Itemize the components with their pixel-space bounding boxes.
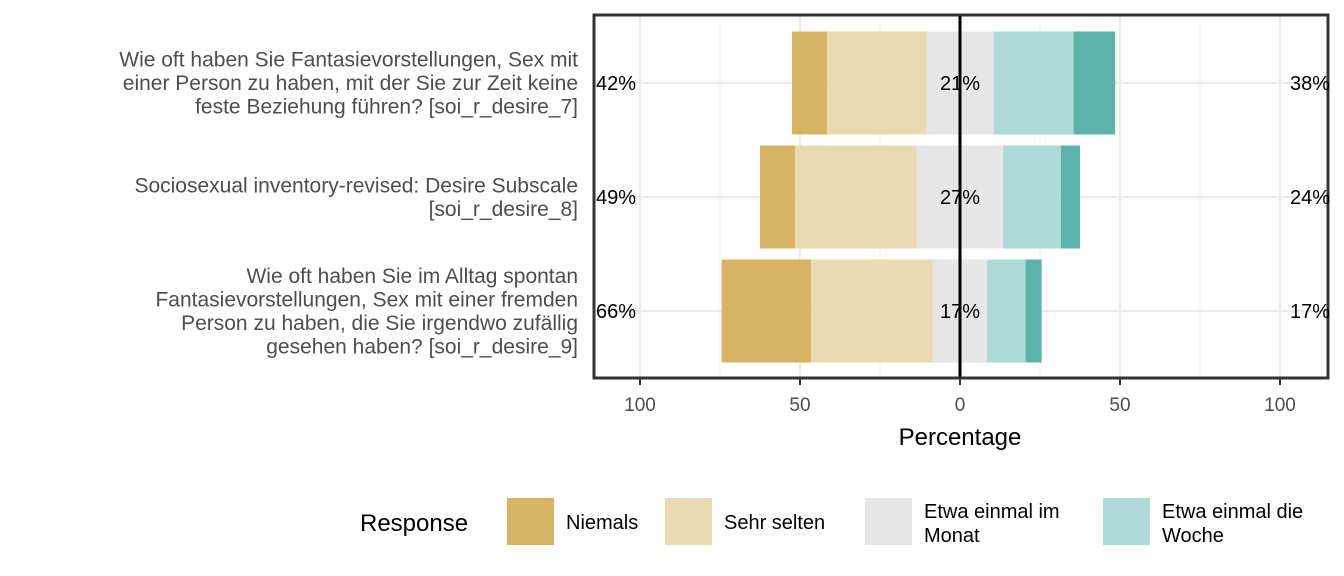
bar-labels: 42% 21% 38% 49% 27% 24% 66% 17% 17% [596, 73, 1330, 323]
legend-label: Sehr selten [724, 512, 825, 534]
bar-segment [1025, 259, 1042, 363]
left-total-label: 42% [596, 73, 636, 95]
bar-segment [1073, 31, 1116, 135]
left-total-label: 66% [596, 301, 636, 323]
legend-title: Response [360, 510, 468, 537]
x-tick-label: 50 [1109, 395, 1130, 416]
center-label: 27% [940, 187, 980, 209]
bars [592, 13, 1330, 380]
bar-segment [1003, 145, 1061, 249]
bar-segment [811, 259, 933, 363]
y-axis-labels: Wie oft haben Sie Fantasievorstellungen,… [119, 49, 578, 359]
legend-key [1103, 498, 1150, 545]
bar-segment [795, 145, 917, 249]
legend: Response Niemals Sehr selten Etwa einmal i… [360, 498, 1303, 547]
center-label: 17% [940, 301, 980, 323]
bar-segment [993, 31, 1074, 135]
bar-segment [987, 259, 1026, 363]
legend-label: Etwa einmal die Woche [1162, 501, 1303, 547]
bar-segment [827, 31, 927, 135]
right-total-label: 38% [1290, 73, 1330, 95]
right-total-label: 17% [1290, 301, 1330, 323]
x-tick-label: 100 [624, 395, 656, 416]
legend-key [507, 498, 554, 545]
category-label: Sociosexual inventory-revised: Desire Su… [134, 174, 578, 221]
category-label: Wie oft haben Sie Fantasievorstellungen,… [119, 49, 578, 119]
x-axis-title: Percentage [899, 424, 1022, 451]
x-tick-label: 50 [789, 395, 810, 416]
bar-segment [721, 259, 812, 363]
plot-border [592, 13, 1330, 380]
center-label: 21% [940, 73, 980, 95]
legend-key [665, 498, 712, 545]
x-axis: 100 50 0 50 100 [624, 379, 1296, 416]
left-total-label: 49% [596, 187, 636, 209]
bar-segment [1060, 145, 1080, 249]
x-tick-label: 100 [1264, 395, 1296, 416]
legend-key [865, 498, 912, 545]
right-total-label: 24% [1290, 187, 1330, 209]
legend-label: Etwa einmal im Monat [924, 501, 1060, 547]
legend-label: Niemals [566, 512, 638, 534]
x-tick-label: 0 [955, 395, 966, 416]
category-label: Wie oft haben Sie im Alltag spontan Fanta… [155, 265, 578, 359]
bar-segment [760, 145, 796, 249]
bar-segment [792, 31, 828, 135]
